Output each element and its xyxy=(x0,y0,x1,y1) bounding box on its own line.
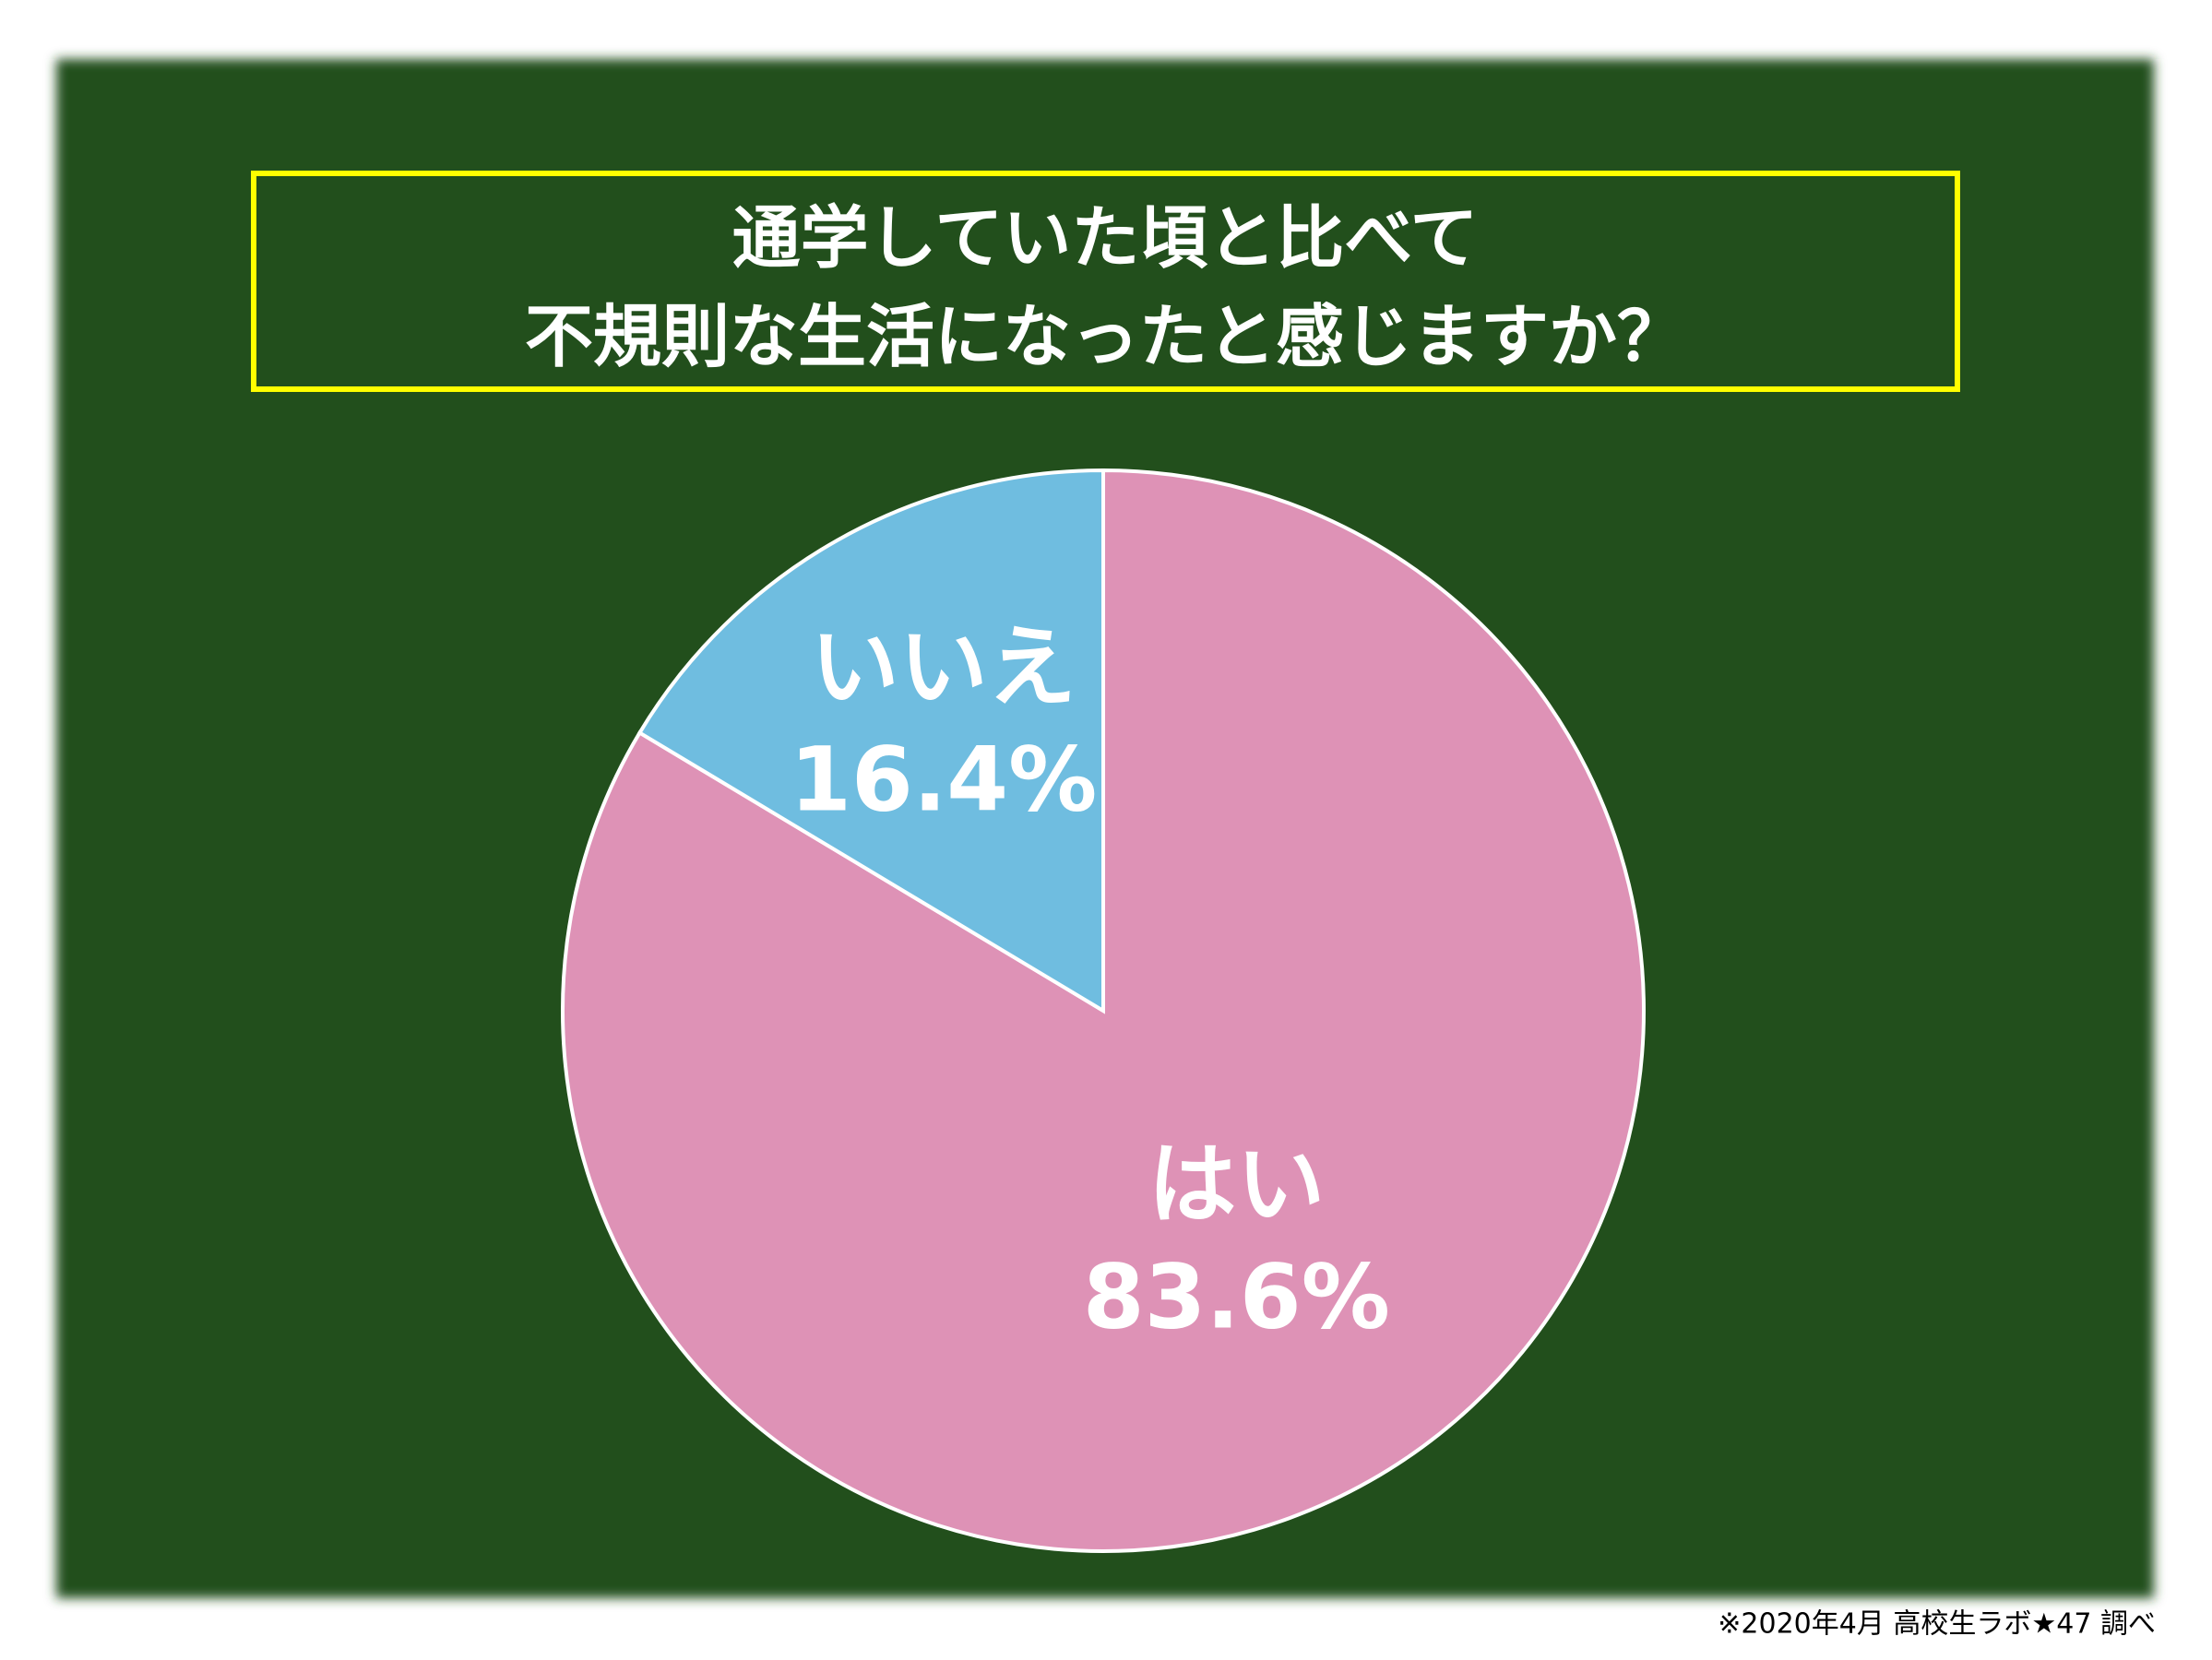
slice-label: いいえ xyxy=(811,615,1076,718)
pie-slice xyxy=(636,468,1105,1014)
title-line: 不規則な生活になったと感じますか？ xyxy=(525,298,1685,377)
footnote: ※2020年4月 高校生ラボ★47 調べ xyxy=(1718,1608,2156,1641)
title-box xyxy=(251,171,1960,392)
title-line: 通学していた頃と比べて xyxy=(732,199,1479,279)
value-label: 83.6% xyxy=(1083,1245,1390,1348)
slice-label: はい xyxy=(1148,1132,1325,1236)
value-label: 16.4% xyxy=(790,728,1097,831)
